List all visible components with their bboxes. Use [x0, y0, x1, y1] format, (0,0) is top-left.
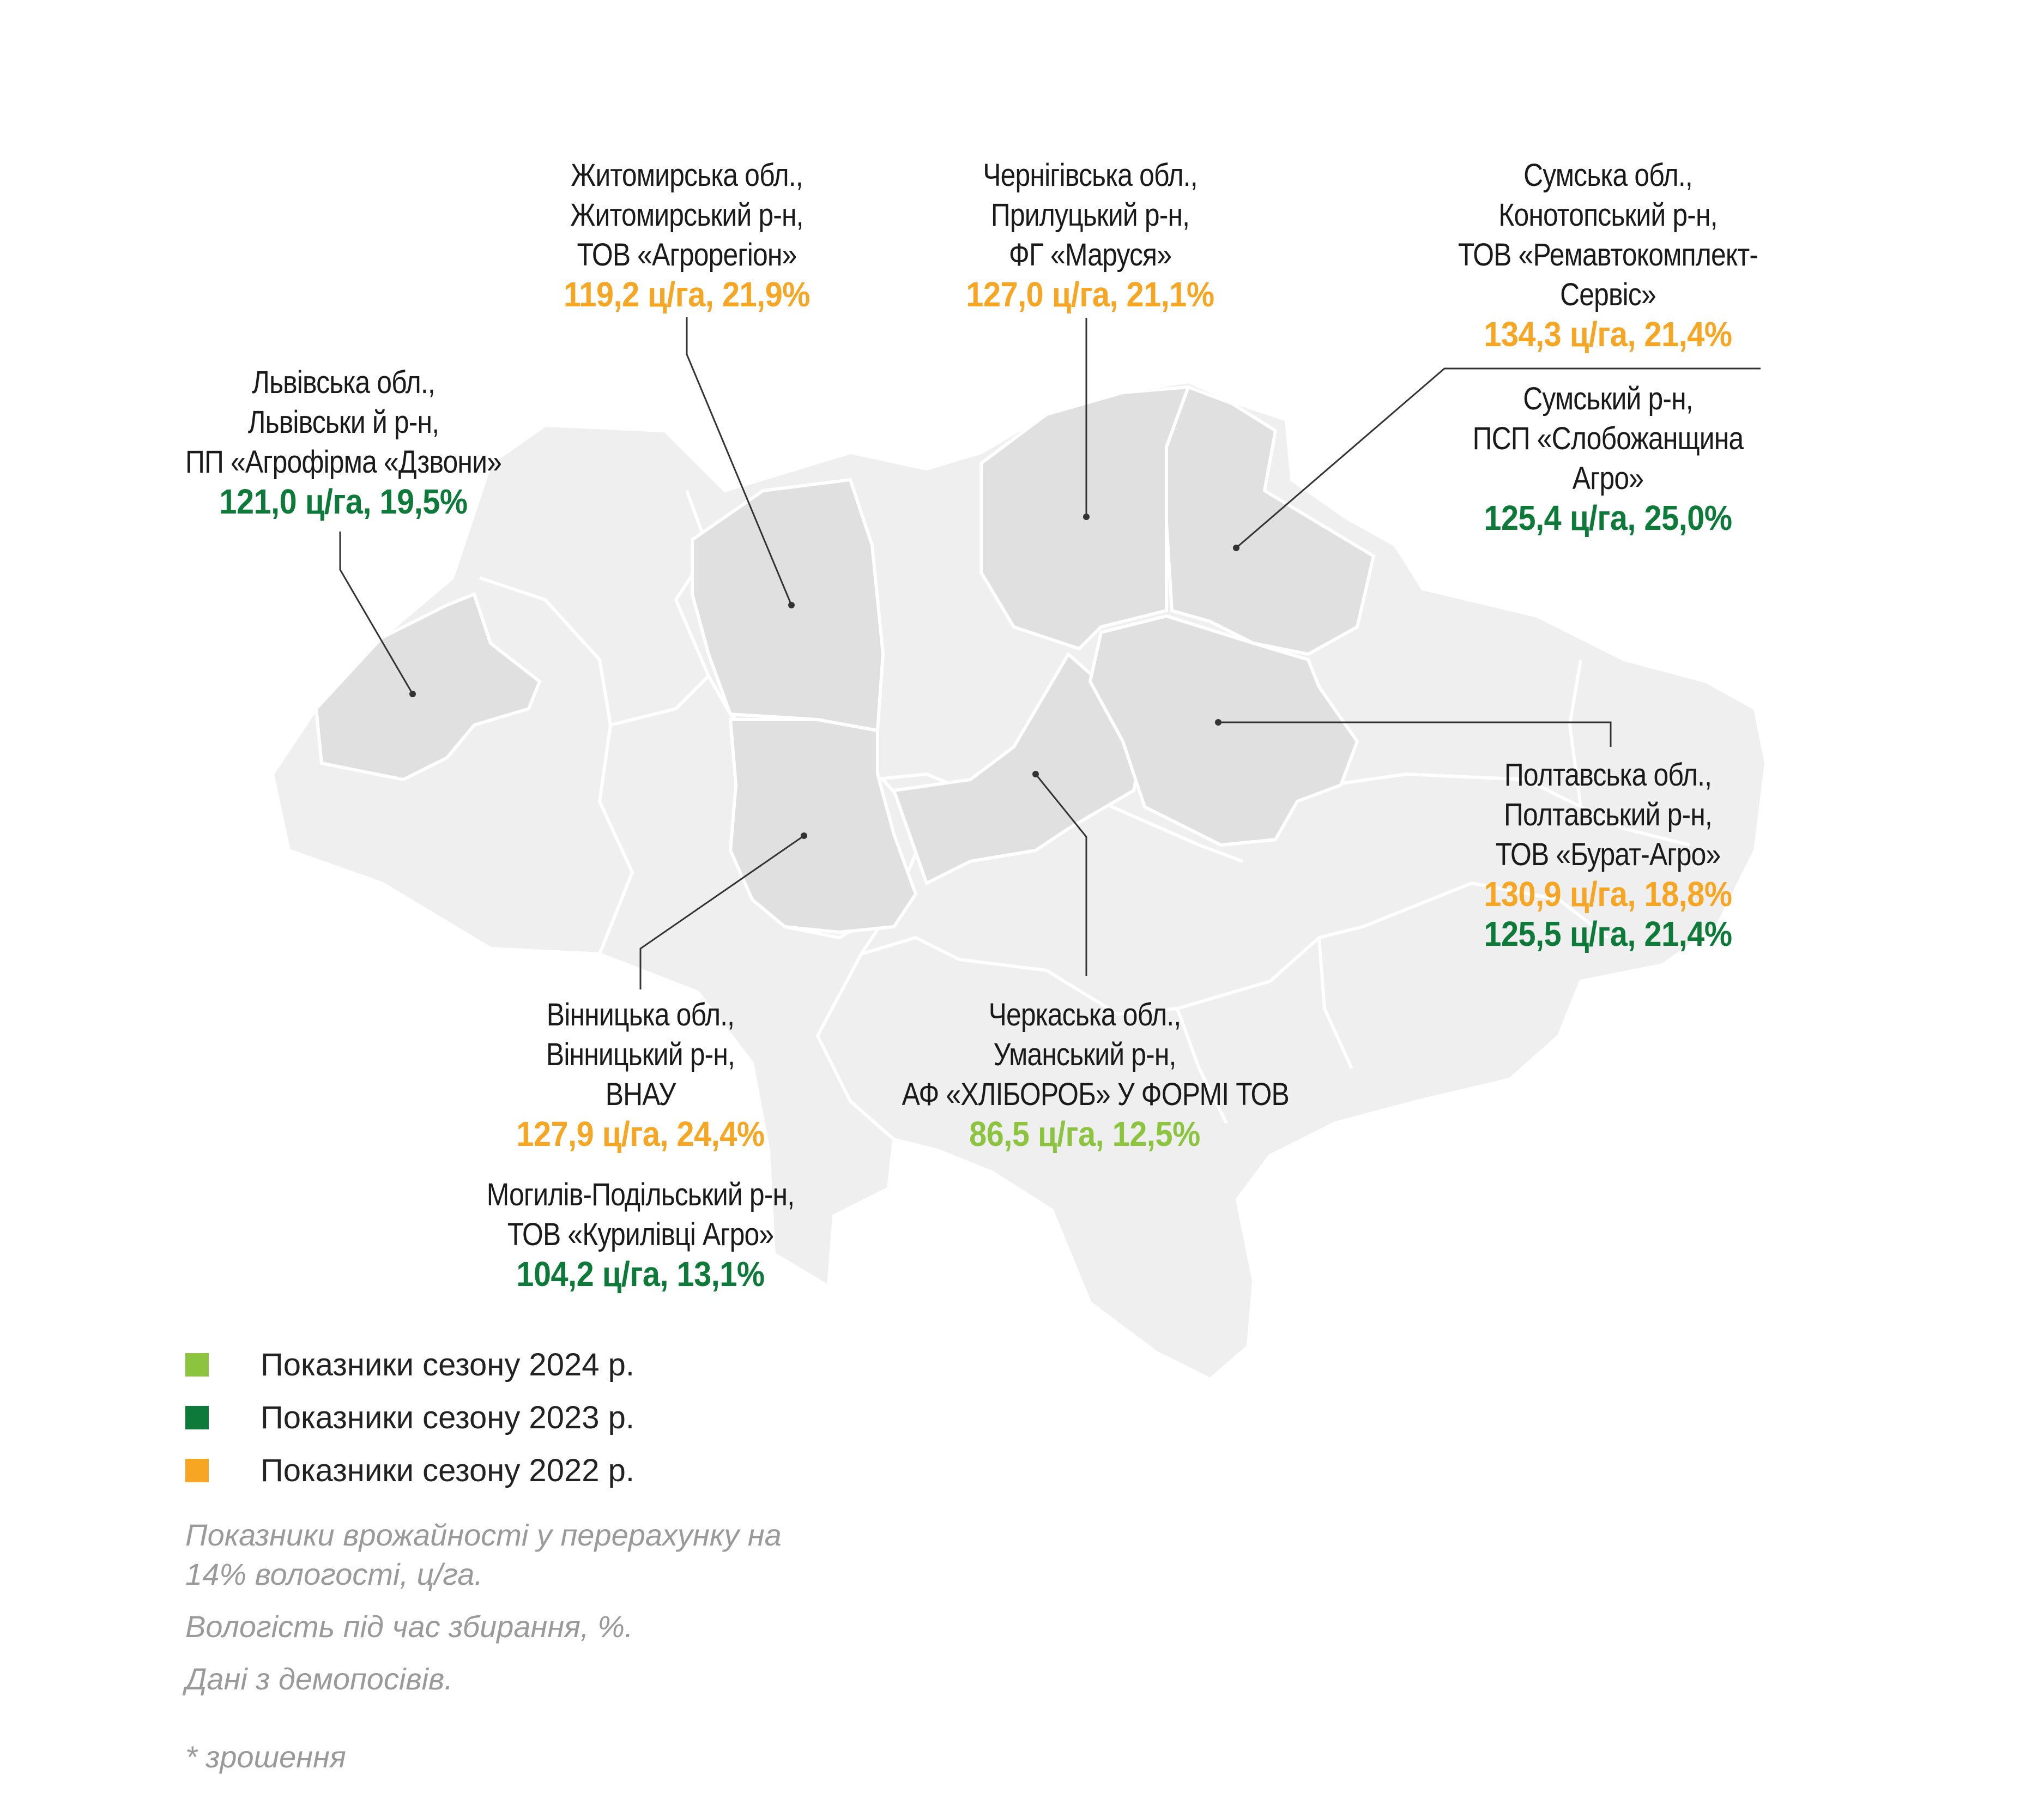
legend-item-2023: Показники сезону 2023 р.: [185, 1391, 634, 1444]
label-lviv: Львівська обл., Львівськи й р-н, ПП «Агр…: [142, 363, 545, 522]
label-line: Житомирський р-н,: [570, 197, 803, 233]
footnote-irrigation: * зрошення: [185, 1740, 346, 1774]
value-2022: 127,9 ц/га, 24,4%: [516, 1114, 765, 1154]
label-line: Сумська обл.,: [1523, 158, 1693, 193]
value-2022: 134,3 ц/га, 21,4%: [1484, 315, 1732, 354]
region-vinnytsia: [728, 718, 918, 934]
legend-label: Показники сезону 2022 р.: [261, 1453, 634, 1488]
region-poltava: [1088, 614, 1359, 847]
label-sumy-sumy: Сумський р-н, ПСП «Слобожанщина Агро» 12…: [1417, 379, 1799, 538]
value-2023: 104,2 ц/га, 13,1%: [516, 1254, 765, 1294]
label-line: Львівськи й р-н,: [247, 405, 439, 440]
label-line: АФ «ХЛІБОРОБ» У ФОРМІ ТОВ: [902, 1077, 1290, 1112]
label-line: ВНАУ: [605, 1077, 676, 1112]
label-line: Черкаська обл.,: [988, 997, 1182, 1033]
label-line: Конотопський р-н,: [1498, 197, 1718, 233]
notes: Показники врожайності у перерахунку на 1…: [185, 1516, 812, 1712]
label-sumy-konotop: Сумська обл., Конотопський р-н, ТОВ «Рем…: [1417, 155, 1799, 354]
marker-chernihiv: [1083, 514, 1090, 520]
label-line: Сумський р-н,: [1523, 381, 1693, 416]
label-line: Полтавська обл.,: [1504, 757, 1712, 793]
legend-swatch-2022: [185, 1459, 209, 1482]
label-line: ТОВ «Курилівці Агро»: [507, 1217, 774, 1252]
legend: Показники сезону 2024 р. Показники сезон…: [185, 1338, 634, 1497]
legend-label: Показники сезону 2024 р.: [261, 1347, 634, 1383]
label-line: ПП «Агрофірма «Дзвони»: [185, 444, 502, 480]
label-line: Вінницький р-н,: [546, 1037, 735, 1072]
label-mohyliv: Могилів-Подільський р-н, ТОВ «Курилівці …: [450, 1175, 831, 1294]
map-highlighted-regions: [314, 385, 1376, 934]
label-line: ПСП «Слобожанщина: [1472, 421, 1744, 456]
note-moisture: Вологість під час збирання, %.: [185, 1609, 633, 1644]
marker-cherkasy: [1032, 771, 1039, 777]
leader-sumy: [1236, 367, 1761, 549]
label-line: Львівська обл.,: [252, 365, 436, 400]
value-2023: 121,0 ц/га, 19,5%: [219, 482, 468, 521]
value-2022: 119,2 ц/га, 21,9%: [563, 275, 811, 314]
label-line: Сервіс»: [1560, 277, 1656, 312]
leader-lines: [339, 317, 1761, 989]
leader-zhytomyr: [686, 317, 793, 606]
region-lviv: [314, 592, 542, 782]
leader-poltava: [1218, 721, 1612, 747]
label-line: Уманський р-н,: [993, 1037, 1176, 1072]
label-line: Могилів-Подільський р-н,: [486, 1177, 795, 1212]
location-markers: [409, 514, 1239, 839]
region-sumy: [1165, 385, 1376, 656]
label-line: ФГ «Маруся»: [1008, 237, 1172, 273]
map-country-outline: [270, 379, 1768, 1381]
label-zhytomyr: Житомирська обл., Житомирський р-н, ТОВ …: [523, 155, 850, 315]
marker-sumy: [1233, 545, 1239, 551]
value-2022: 127,0 ц/га, 21,1%: [966, 275, 1214, 314]
leader-vinnytsia: [639, 835, 805, 989]
marker-zhytomyr: [788, 602, 795, 608]
label-chernihiv: Чернігівська обл., Прилуцький р-н, ФГ «М…: [927, 155, 1254, 315]
label-line: Чернігівська обл.,: [983, 158, 1198, 193]
label-poltava: Полтавська обл., Полтавський р-н, ТОВ «Б…: [1444, 755, 1771, 954]
legend-label: Показники сезону 2023 р.: [261, 1400, 634, 1435]
note-source: Дані з демопосівів.: [185, 1662, 453, 1696]
label-line: ТОВ «Бурат-Агро»: [1495, 837, 1721, 872]
leader-cherkasy: [1035, 774, 1087, 976]
label-line: Житомирська обл.,: [571, 158, 803, 193]
label-cherkasy: Черкаська обл., Уманський р-н, АФ «ХЛІБО…: [872, 995, 1297, 1154]
label-line: ТОВ «Агрорегіон»: [577, 237, 797, 273]
label-vinnytsia: Вінницька обл., Вінницький р-н, ВНАУ 127…: [477, 995, 804, 1154]
label-line: Полтавський р-н,: [1504, 797, 1713, 832]
leader-lviv: [339, 532, 414, 695]
legend-item-2022: Показники сезону 2022 р.: [185, 1444, 634, 1497]
label-line: Агро»: [1572, 461, 1644, 496]
legend-swatch-2023: [185, 1406, 209, 1429]
legend-item-2024: Показники сезону 2024 р.: [185, 1338, 634, 1391]
marker-poltava: [1215, 719, 1221, 726]
value-2023: 125,5 ц/га, 21,4%: [1484, 914, 1732, 953]
label-line: ТОВ «Ремавтокомплект-: [1458, 237, 1758, 273]
value-2022: 130,9 ц/га, 18,8%: [1484, 874, 1732, 914]
value-2023: 125,4 ц/га, 25,0%: [1484, 498, 1732, 538]
label-line: Вінницька обл.,: [546, 997, 735, 1033]
note-yield: Показники врожайності у перерахунку на 1…: [185, 1518, 782, 1591]
label-line: Прилуцький р-н,: [990, 197, 1190, 233]
legend-swatch-2024: [185, 1353, 209, 1377]
marker-lviv: [409, 691, 416, 697]
value-2024: 86,5 ц/га, 12,5%: [969, 1114, 1200, 1154]
marker-vinnytsia: [801, 832, 807, 839]
